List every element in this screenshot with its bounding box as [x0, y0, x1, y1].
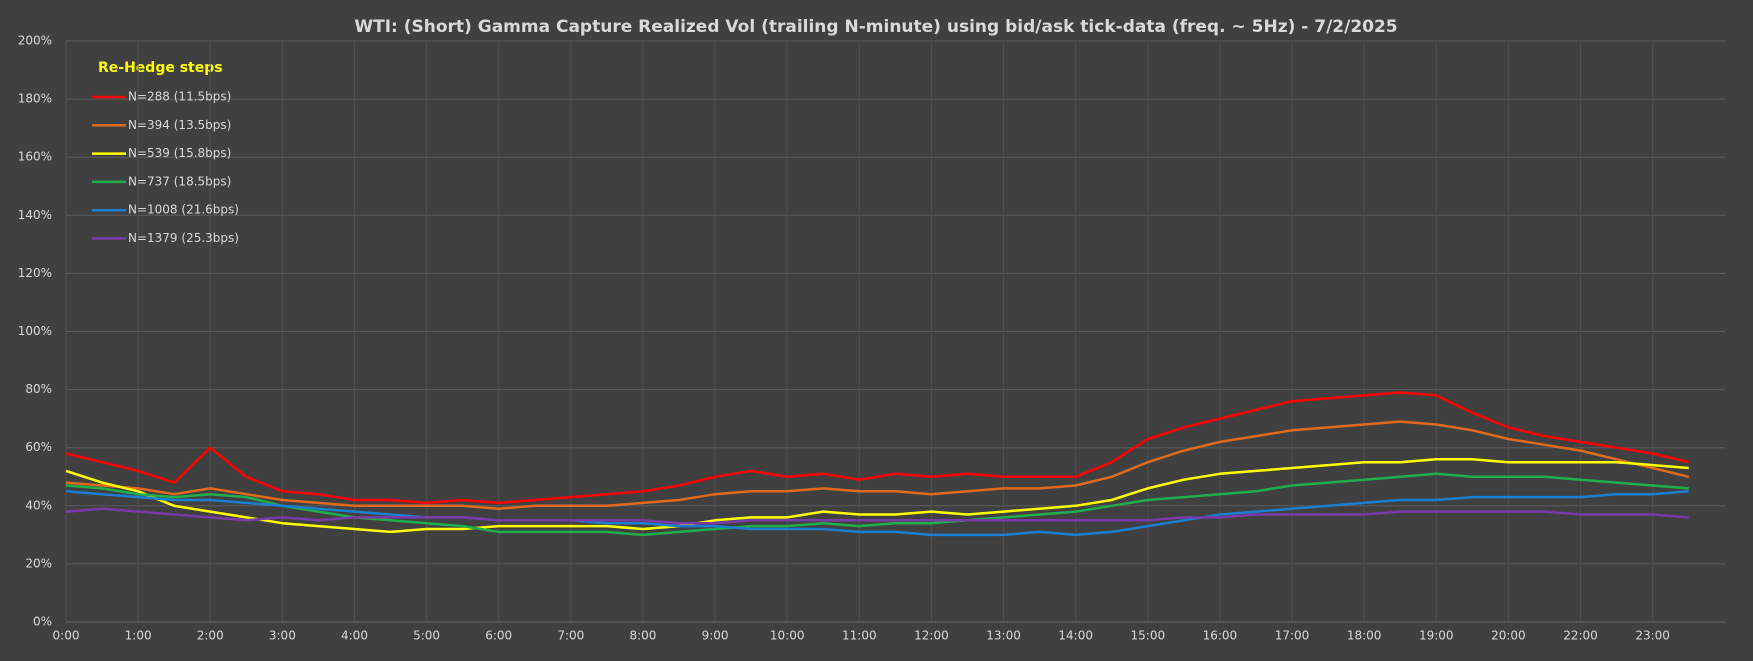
x-tick-label: 12:00	[914, 629, 949, 643]
x-tick-label: 15:00	[1131, 629, 1166, 643]
series-line	[65, 391, 1689, 505]
series-line	[65, 472, 1689, 537]
x-tick-label: 20:00	[1491, 629, 1526, 643]
x-tick-label: 18:00	[1347, 629, 1382, 643]
y-tick-label: 40%	[25, 498, 52, 512]
series-line	[65, 420, 1689, 510]
legend-label: N=737 (18.5bps)	[128, 174, 231, 188]
series-line	[65, 507, 1689, 525]
x-tick-label: 5:00	[413, 629, 440, 643]
y-tick-label: 120%	[18, 266, 52, 280]
y-tick-label: 0%	[33, 615, 52, 629]
x-tick-label: 6:00	[485, 629, 512, 643]
y-tick-label: 140%	[18, 208, 52, 222]
x-tick-label: 2:00	[197, 629, 224, 643]
x-tick-label: 19:00	[1419, 629, 1454, 643]
x-tick-label: 14:00	[1058, 629, 1093, 643]
x-tick-label: 4:00	[341, 629, 368, 643]
legend-label: N=1008 (21.6bps)	[128, 203, 239, 217]
x-tick-label: 0:00	[53, 629, 80, 643]
x-tick-label: 16:00	[1203, 629, 1238, 643]
y-tick-label: 60%	[25, 440, 52, 454]
series-line	[65, 490, 1689, 537]
legend-title: Re-Hedge steps	[98, 60, 223, 76]
x-tick-label: 22:00	[1563, 629, 1598, 643]
y-tick-label: 80%	[25, 382, 52, 396]
x-tick-label: 10:00	[770, 629, 805, 643]
legend-label: N=288 (11.5bps)	[128, 90, 231, 104]
x-tick-label: 7:00	[557, 629, 584, 643]
y-tick-label: 180%	[18, 92, 52, 106]
x-tick-label: 3:00	[269, 629, 296, 643]
legend-label: N=539 (15.8bps)	[128, 146, 231, 160]
x-tick-label: 17:00	[1275, 629, 1310, 643]
x-tick-label: 13:00	[986, 629, 1021, 643]
x-tick-label: 1:00	[125, 629, 152, 643]
y-tick-label: 200%	[18, 34, 52, 48]
chart-title: WTI: (Short) Gamma Capture Realized Vol …	[354, 17, 1397, 37]
y-tick-label: 160%	[18, 150, 52, 164]
x-tick-label: 11:00	[842, 629, 877, 643]
y-tick-label: 20%	[25, 556, 52, 570]
x-tick-label: 8:00	[629, 629, 656, 643]
x-tick-label: 9:00	[702, 629, 729, 643]
legend-label: N=1379 (25.3bps)	[128, 231, 239, 245]
legend-label: N=394 (13.5bps)	[128, 118, 231, 132]
x-tick-label: 23:00	[1635, 629, 1670, 643]
y-tick-label: 100%	[18, 324, 52, 338]
series-line	[65, 458, 1689, 534]
